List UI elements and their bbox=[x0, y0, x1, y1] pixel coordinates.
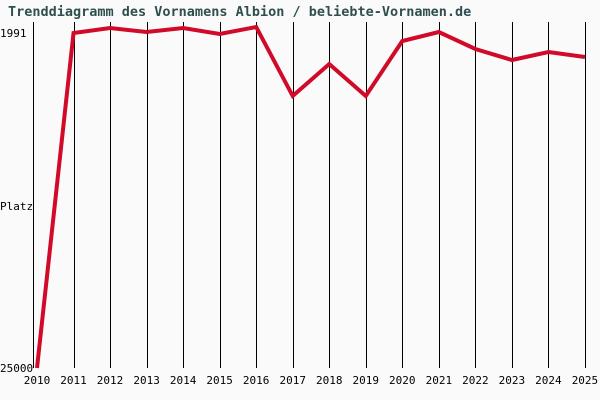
x-tick-2010: 2010 bbox=[23, 374, 51, 387]
x-tick-2024: 2024 bbox=[535, 374, 562, 387]
gridline-2023 bbox=[512, 22, 513, 368]
gridline-2022 bbox=[475, 22, 476, 368]
gridline-2014 bbox=[183, 22, 184, 368]
x-tick-2023: 2023 bbox=[498, 374, 526, 387]
x-tick-2016: 2016 bbox=[242, 374, 270, 387]
y-axis-line bbox=[33, 22, 34, 368]
x-tick-2017: 2017 bbox=[279, 374, 306, 387]
series-line bbox=[35, 24, 586, 369]
gridline-2012 bbox=[110, 22, 111, 368]
x-tick-2022: 2022 bbox=[462, 374, 489, 387]
gridline-2021 bbox=[439, 22, 440, 368]
x-tick-2015: 2015 bbox=[206, 374, 233, 387]
x-tick-2025: 2025 bbox=[571, 374, 599, 387]
gridline-2016 bbox=[256, 22, 257, 368]
x-tick-2014: 2014 bbox=[169, 374, 197, 387]
y-axis-tick-label-top: 1991 bbox=[0, 27, 27, 40]
gridline-2013 bbox=[147, 22, 148, 368]
gridline-2018 bbox=[329, 22, 330, 368]
chart-title: Trenddiagramm des Vornamens Albion / bel… bbox=[8, 4, 472, 20]
data-series-albion bbox=[35, 24, 586, 369]
y-axis-tick-label-bottom: 25000 bbox=[0, 362, 34, 375]
y-axis-title: Platz bbox=[0, 200, 34, 213]
gridline-2015 bbox=[220, 22, 221, 368]
gridline-2025 bbox=[585, 22, 586, 368]
x-tick-2011: 2011 bbox=[60, 374, 87, 387]
gridline-2020 bbox=[402, 22, 403, 368]
x-tick-2012: 2012 bbox=[96, 374, 124, 387]
gridline-2019 bbox=[366, 22, 367, 368]
x-tick-2013: 2013 bbox=[133, 374, 160, 387]
gridline-2024 bbox=[548, 22, 549, 368]
x-tick-2018: 2018 bbox=[315, 374, 343, 387]
x-tick-2020: 2020 bbox=[389, 374, 416, 387]
x-tick-2021: 2021 bbox=[425, 374, 453, 387]
x-tick-2019: 2019 bbox=[352, 374, 380, 387]
gridline-2011 bbox=[74, 22, 75, 368]
gridline-2017 bbox=[293, 22, 294, 368]
